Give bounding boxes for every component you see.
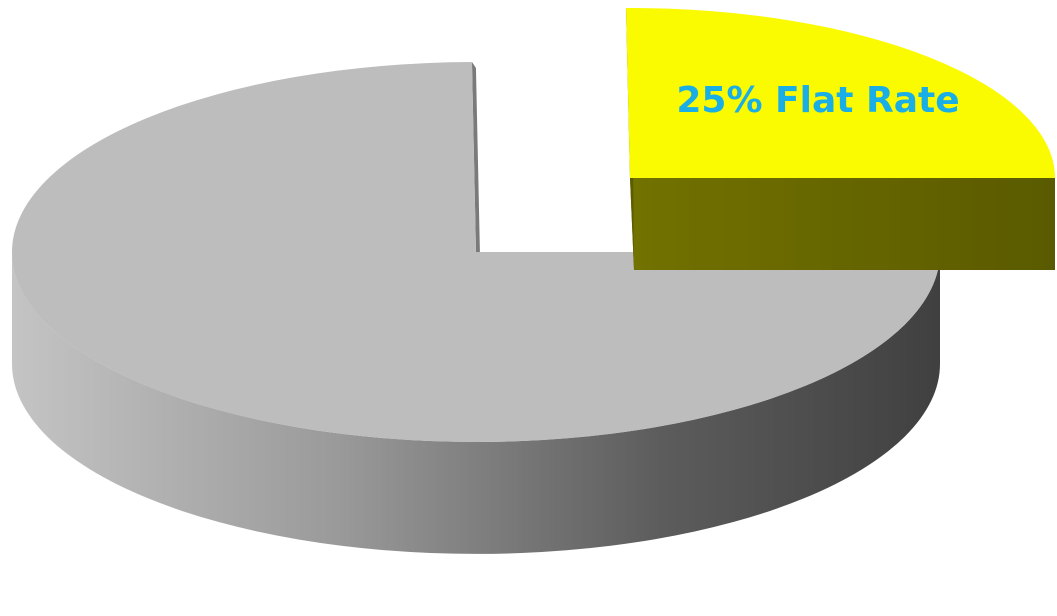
slice-rest-side (12, 252, 940, 554)
slice-label-flat-rate: 25% Flat Rate (676, 80, 959, 121)
slice-flat-rate (626, 7, 1055, 178)
slice-flat-rate-side (630, 178, 1055, 270)
slice-rest-cut-edge (471, 62, 480, 257)
slice-rest (11, 62, 940, 443)
